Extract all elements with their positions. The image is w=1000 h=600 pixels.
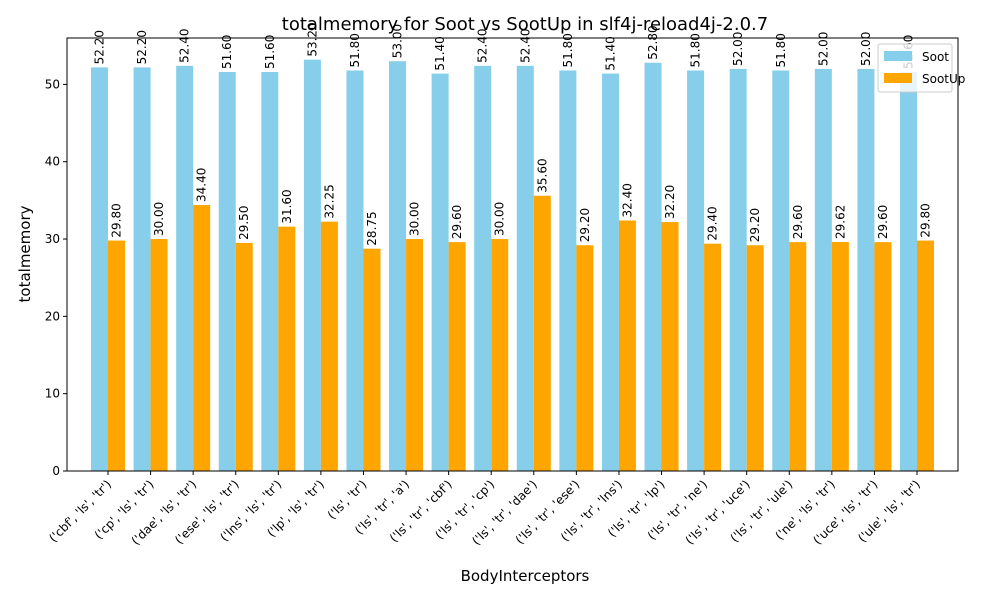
bar-label-soot-15: 52.00 <box>731 32 745 66</box>
bar-sootup-15 <box>746 245 764 471</box>
bar-label-soot-4: 51.60 <box>263 35 277 69</box>
bar-soot-19 <box>900 72 917 472</box>
bar-label-soot-18: 52.00 <box>859 32 873 66</box>
bar-soot-2 <box>176 65 194 471</box>
bar-label-sootup-12: 32.40 <box>620 183 634 217</box>
bar-sootup-4 <box>278 226 296 471</box>
y-tick-label-2: 20 <box>45 309 60 323</box>
y-axis-label: totalmemory <box>16 205 34 302</box>
bar-soot-15 <box>729 68 747 471</box>
bar-label-soot-17: 52.00 <box>816 32 830 66</box>
bar-soot-17 <box>814 68 832 471</box>
bar-sootup-19 <box>917 240 934 471</box>
bar-sootup-14 <box>704 243 722 471</box>
y-axis: 0 10 20 30 40 50 <box>45 77 67 478</box>
bar-sootup-10 <box>533 195 551 471</box>
y-tick-label-4: 40 <box>45 155 60 169</box>
bar-soot-9 <box>474 65 492 471</box>
chart-title: totalmemory for Soot vs SootUp in slf4j-… <box>282 14 768 35</box>
bar-label-soot-13: 52.80 <box>646 25 660 59</box>
bar-label-soot-6: 51.80 <box>348 33 362 67</box>
bars-group <box>91 59 934 472</box>
bar-label-sootup-8: 29.60 <box>450 205 464 239</box>
bar-label-soot-5: 53.20 <box>305 22 319 56</box>
bar-label-soot-3: 51.60 <box>220 35 234 69</box>
bar-label-sootup-14: 29.40 <box>706 206 720 240</box>
bar-soot-6 <box>346 70 364 471</box>
bar-sootup-17 <box>831 241 849 471</box>
bar-soot-16 <box>772 70 790 471</box>
bar-label-soot-8: 51.40 <box>433 36 447 70</box>
bar-sootup-1 <box>150 239 168 471</box>
bar-soot-5 <box>303 59 321 472</box>
bar-soot-3 <box>218 72 236 472</box>
bar-sootup-5 <box>320 221 338 471</box>
y-tick-label-3: 30 <box>45 232 60 246</box>
bar-label-soot-10: 52.40 <box>518 28 532 62</box>
bar-sootup-18 <box>874 242 892 471</box>
bar-label-soot-2: 52.40 <box>178 28 192 62</box>
bar-soot-13 <box>644 62 662 471</box>
bar-labels-group: 52.20 29.80 52.20 30.00 52.40 34.40 51.60 29.50… <box>93 22 933 245</box>
bar-soot-18 <box>857 68 875 471</box>
bar-label-sootup-2: 34.40 <box>195 168 209 202</box>
bar-sootup-3 <box>235 242 253 471</box>
bar-sootup-12 <box>618 220 636 471</box>
bar-soot-14 <box>687 70 705 471</box>
x-axis-label: BodyInterceptors <box>461 567 590 585</box>
bar-label-soot-11: 51.80 <box>561 33 575 67</box>
legend-swatch-sootup <box>884 73 912 83</box>
bar-soot-11 <box>559 70 577 471</box>
bar-label-sootup-6: 28.75 <box>365 211 379 245</box>
y-tick-label-0: 0 <box>52 464 60 478</box>
bar-label-soot-16: 51.80 <box>774 33 788 67</box>
bar-soot-4 <box>261 72 279 472</box>
bar-sootup-8 <box>448 242 466 471</box>
legend-swatch-soot <box>884 51 912 61</box>
x-axis: ('cbf', 'ls', 'tr')('cp', 'ls', 'tr')('d… <box>46 471 923 548</box>
bar-label-sootup-11: 29.20 <box>578 208 592 242</box>
legend: Soot SootUp <box>877 43 965 93</box>
bar-soot-12 <box>601 73 619 471</box>
bar-sootup-13 <box>661 222 679 471</box>
bar-label-sootup-15: 29.20 <box>748 208 762 242</box>
y-tick-label-1: 10 <box>45 387 60 401</box>
bar-label-sootup-10: 35.60 <box>535 158 549 192</box>
y-tick-label-5: 50 <box>45 77 60 91</box>
bar-soot-1 <box>133 67 151 471</box>
bar-label-sootup-0: 29.80 <box>110 203 124 237</box>
bar-soot-0 <box>91 67 108 471</box>
bar-sootup-6 <box>363 248 381 471</box>
bar-label-soot-9: 52.40 <box>476 28 490 62</box>
bar-label-soot-14: 51.80 <box>689 33 703 67</box>
bar-label-soot-7: 53.00 <box>391 24 405 58</box>
bar-sootup-0 <box>108 240 125 471</box>
legend-label-soot: Soot <box>922 50 949 64</box>
bar-label-sootup-3: 29.50 <box>237 206 251 240</box>
bar-sootup-16 <box>789 242 807 471</box>
bar-label-sootup-16: 29.60 <box>791 205 805 239</box>
bar-label-sootup-19: 29.80 <box>919 203 933 237</box>
plot-frame <box>66 37 959 472</box>
bar-sootup-7 <box>406 239 424 471</box>
bar-label-sootup-1: 30.00 <box>152 202 166 236</box>
bar-soot-7 <box>389 61 407 471</box>
bar-label-sootup-17: 29.62 <box>833 205 847 239</box>
bar-label-sootup-5: 32.25 <box>322 184 336 218</box>
legend-label-sootup: SootUp <box>922 72 965 86</box>
bar-label-sootup-9: 30.00 <box>493 202 507 236</box>
bar-soot-10 <box>516 65 534 471</box>
bar-sootup-9 <box>491 239 509 471</box>
bar-soot-8 <box>431 73 449 471</box>
bar-label-sootup-7: 30.00 <box>408 202 422 236</box>
bar-label-soot-0: 52.20 <box>93 30 107 64</box>
bar-label-sootup-4: 31.60 <box>280 189 294 223</box>
bar-sootup-2 <box>193 205 211 471</box>
bar-label-soot-1: 52.20 <box>135 30 149 64</box>
bar-label-sootup-13: 32.20 <box>663 185 677 219</box>
bar-sootup-11 <box>576 245 594 471</box>
bar-label-soot-12: 51.40 <box>603 36 617 70</box>
bar-label-sootup-18: 29.60 <box>876 205 890 239</box>
